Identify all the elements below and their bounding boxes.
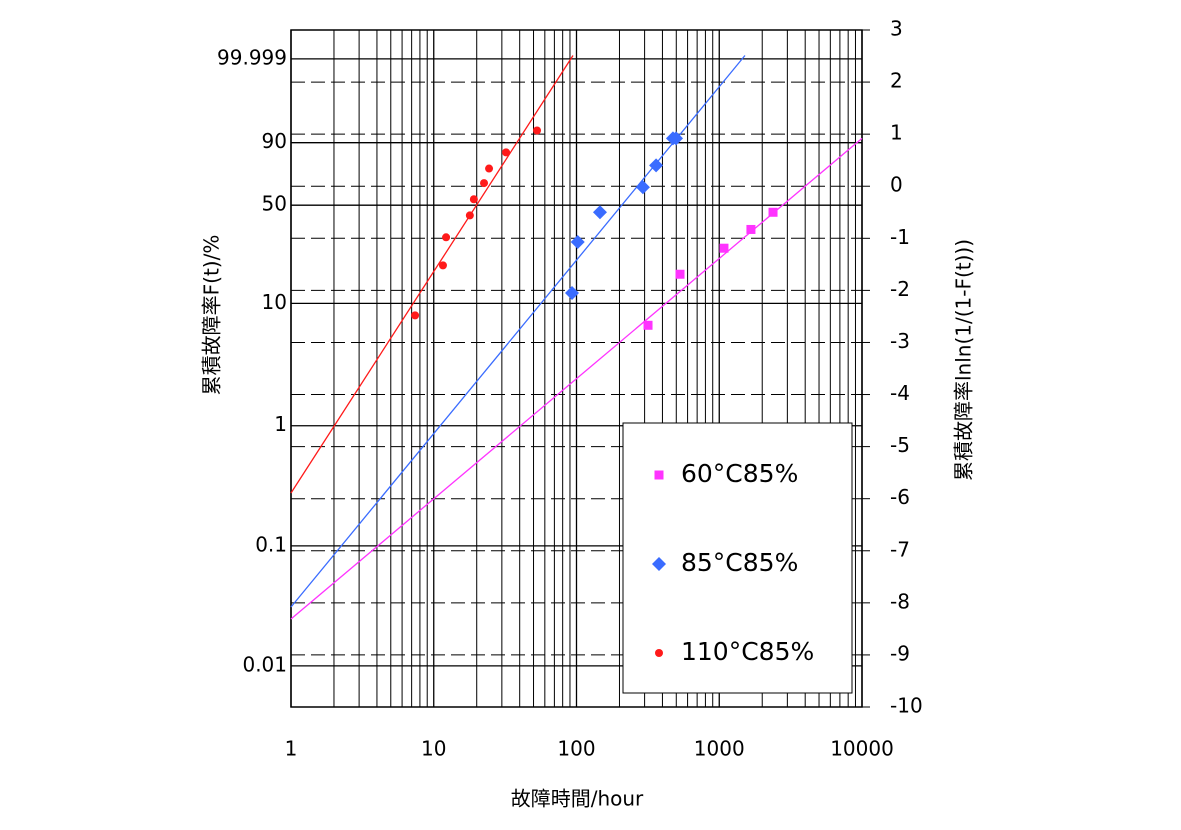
marker <box>669 131 684 146</box>
marker <box>768 207 778 217</box>
x-tick-label: 1 <box>285 737 298 761</box>
marker <box>654 470 664 480</box>
marker <box>565 285 580 300</box>
x-tick-label: 1000 <box>694 737 745 761</box>
y2-tick-label: -5 <box>890 433 910 457</box>
x-axis-label: 故障時間/hour <box>511 787 644 811</box>
marker <box>719 243 729 253</box>
y-axis-label: 累積故障率F(t)/% <box>200 235 224 396</box>
marker <box>643 320 653 330</box>
y-tick-label: 1 <box>274 412 287 436</box>
marker <box>675 269 685 279</box>
y2-tick-label: 2 <box>890 69 903 93</box>
marker <box>635 180 650 195</box>
marker <box>469 195 478 204</box>
y2-tick-label: 1 <box>890 121 903 145</box>
marker <box>649 158 664 173</box>
fit-line <box>290 55 746 608</box>
marker <box>533 126 542 135</box>
y2-tick-label: -2 <box>890 277 910 301</box>
legend-box <box>622 422 853 694</box>
y-tick-label: 10 <box>262 290 287 314</box>
fit-line <box>290 137 863 620</box>
marker <box>746 224 756 234</box>
y2-tick-label: -9 <box>890 641 910 665</box>
marker <box>652 557 666 571</box>
y2-tick-label: -6 <box>890 485 910 509</box>
y-tick-label: 90 <box>262 129 287 153</box>
marker <box>485 164 494 173</box>
y2-axis-label: 累積故障率lnln(1/(1-F(t))) <box>952 239 976 481</box>
marker <box>655 649 663 657</box>
y2-tick-label: -1 <box>890 225 910 249</box>
x-tick-label: 10 <box>421 737 446 761</box>
x-tick-label: 100 <box>557 737 595 761</box>
y2-tick-label: 3 <box>890 17 903 41</box>
marker <box>502 148 511 157</box>
y-tick-label: 0.01 <box>242 652 287 676</box>
x-tick-label: 10000 <box>830 737 894 761</box>
marker <box>411 311 420 320</box>
marker <box>442 233 451 242</box>
plot-frame <box>290 29 863 708</box>
y-tick-label: 0.1 <box>255 532 287 556</box>
y-tick-label: 50 <box>262 192 287 216</box>
y-tick-label: 99.999 <box>217 45 287 69</box>
y2-tick-label: -7 <box>890 537 910 561</box>
legend-label: 110°C85% <box>681 637 814 666</box>
y2-tick-label: -4 <box>890 381 910 405</box>
legend-label: 85°C85% <box>681 548 798 577</box>
marker <box>570 234 585 249</box>
y2-tick-label: -3 <box>890 329 910 353</box>
fit-line <box>290 55 574 494</box>
marker <box>592 205 607 220</box>
marker <box>480 179 489 188</box>
y2-tick-label: -10 <box>890 694 923 718</box>
marker <box>438 261 447 270</box>
legend-label: 60°C85% <box>681 459 798 488</box>
marker <box>465 211 474 220</box>
y2-tick-label: 0 <box>890 173 903 197</box>
y2-tick-label: -8 <box>890 589 910 613</box>
